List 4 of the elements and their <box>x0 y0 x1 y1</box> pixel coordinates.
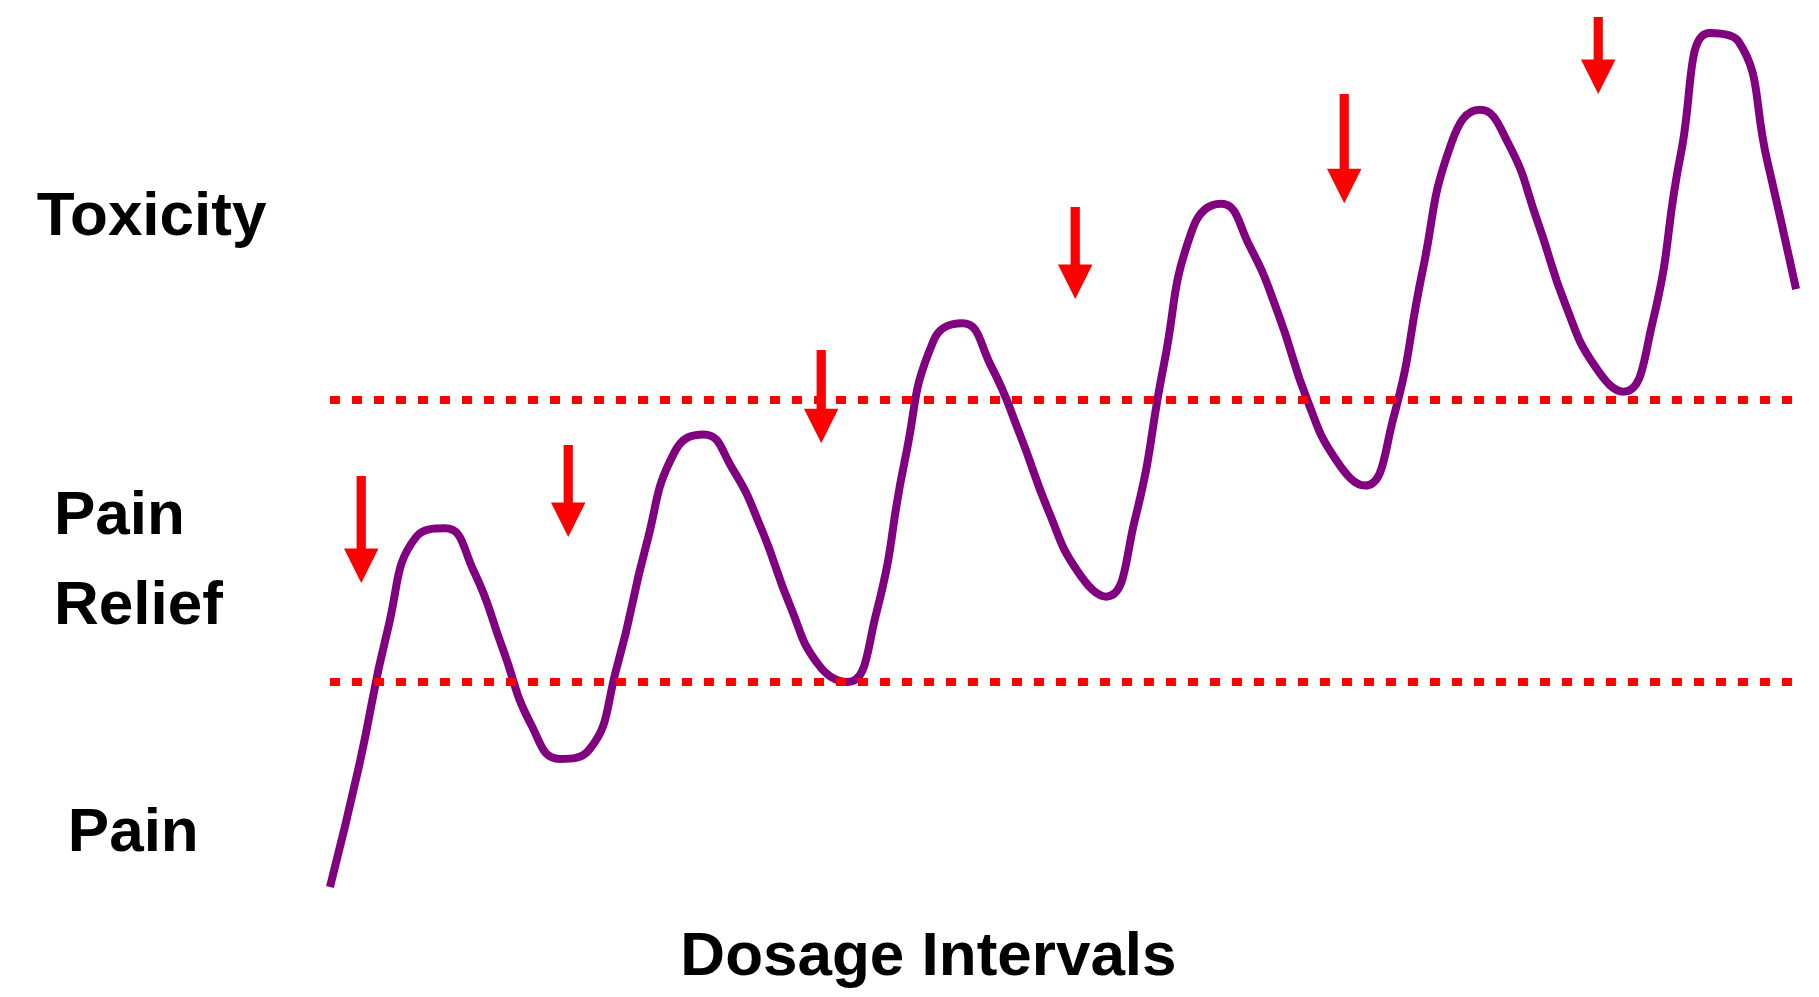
text: Pain <box>67 794 199 864</box>
text: Toxicity <box>36 179 267 249</box>
x-axis-title: Dosage Intervals <box>680 918 1177 988</box>
text: Pain Relief <box>53 478 224 638</box>
